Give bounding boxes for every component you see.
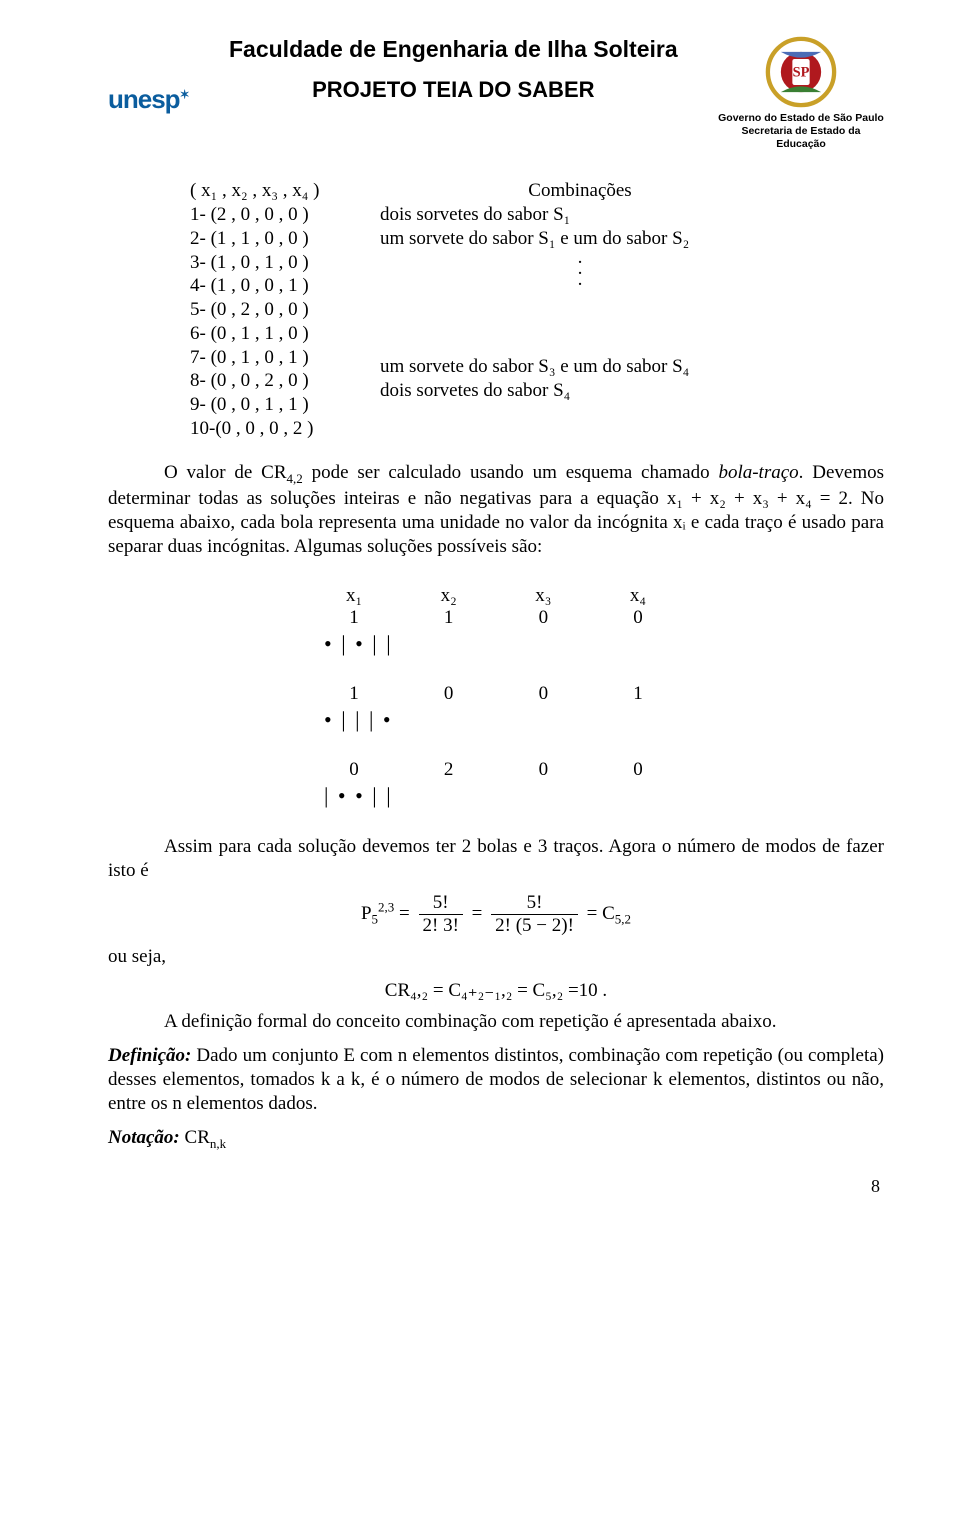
tuples-row: 5- (0 , 2 , 0 , 0 ) <box>190 298 338 322</box>
sol-v: 0 <box>608 607 668 629</box>
sol-v: 1 <box>419 607 479 629</box>
p1-a-sub: 4,2 <box>287 470 303 485</box>
p1-b: pode ser calculado usando um esquema cha… <box>303 462 719 483</box>
frac-1-den: 2! 3! <box>419 915 463 937</box>
unesp-logo: unesp✶ <box>108 84 189 115</box>
svg-text:SP: SP <box>793 64 810 80</box>
combinacoes-line: dois sorvetes do sabor S₁ <box>380 203 884 227</box>
solution-block-2: 1 0 0 1 • | | | • <box>296 683 696 733</box>
tuples-row: 6- (0 , 1 , 1 , 0 ) <box>190 322 338 346</box>
combinacoes-line: dois sorvetes do sabor S₄ <box>380 379 884 403</box>
header-titles: Faculdade de Engenharia de Ilha Solteira… <box>189 36 718 103</box>
paragraph-2: Assim para cada solução devemos ter 2 bo… <box>108 835 884 883</box>
combinacoes-line: um sorvete do sabor S₁ e um do sabor S₂ <box>380 227 884 251</box>
formula-2: CR₄,₂ = C₄₊₂₋₁,₂ = C₅,₂ =10 . <box>108 979 884 1002</box>
sol-v: 0 <box>513 759 573 781</box>
ou-seja: ou seja, <box>108 945 884 969</box>
tuples-row: 9- (0 , 0 , 1 , 1 ) <box>190 393 338 417</box>
tuples-heading: ( x₁ , x₂ , x₃ , x₄ ) <box>190 179 338 203</box>
notacao-label: Notação: <box>108 1127 180 1148</box>
p1-a: O valor de CR <box>164 462 287 483</box>
solution-values: 1 0 0 1 <box>296 683 696 705</box>
combinacoes-title: Combinações <box>380 179 780 203</box>
def-label: Definição: <box>108 1045 191 1066</box>
tuples-row: 2- (1 , 1 , 0 , 0 ) <box>190 227 338 251</box>
spacer <box>380 301 884 355</box>
gov-line-2: Secretaria de Estado da Educação <box>718 125 884 151</box>
solution-diagram: | • • | | <box>296 781 696 809</box>
notacao-sub: n,k <box>210 1136 226 1151</box>
p1-eq: x₁ + x₂ + x₃ + x₄ = 2 <box>667 488 848 509</box>
combinacoes-list: Combinações dois sorvetes do sabor S₁ um… <box>358 179 884 440</box>
sol-h-2: x₂ <box>419 585 479 607</box>
gov-line-1: Governo do Estado de São Paulo <box>718 112 884 125</box>
sol-v: 0 <box>513 683 573 705</box>
def-body: Dado um conjunto E com n elementos disti… <box>108 1045 884 1114</box>
p1-f: xᵢ <box>673 512 686 533</box>
tuples-row: 3- (1 , 0 , 1 , 0 ) <box>190 251 338 275</box>
sp-seal-icon: SP <box>765 36 837 108</box>
frac-2-den: 2! (5 − 2)! <box>491 915 578 937</box>
f-eq1: = <box>394 903 414 924</box>
f-rhs-sub: 5,2 <box>615 912 631 927</box>
f-rhs: = C <box>587 903 615 924</box>
notacao: Notação: CRn,k <box>108 1126 884 1152</box>
sol-h-3: x₃ <box>513 585 573 607</box>
solution-values: 0 2 0 0 <box>296 759 696 781</box>
sol-v: 0 <box>608 759 668 781</box>
header: unesp✶ Faculdade de Engenharia de Ilha S… <box>108 36 884 151</box>
tuples-row: 10-(0 , 0 , 0 , 2 ) <box>190 417 338 441</box>
sol-v: 1 <box>608 683 668 705</box>
unesp-logo-text: unesp <box>108 84 180 114</box>
frac-2-num: 5! <box>491 892 578 915</box>
f-lhs: P <box>361 903 372 924</box>
sol-v: 2 <box>419 759 479 781</box>
header-title-2: PROJETO TEIA DO SABER <box>189 77 718 103</box>
formula-1: P52,3 = 5!2! 3! = 5!2! (5 − 2)! = C5,2 <box>108 892 884 937</box>
tuples-row: 7- (0 , 1 , 0 , 1 ) <box>190 346 338 370</box>
f-lhs-sup: 2,3 <box>378 900 394 915</box>
sol-v: 1 <box>324 683 384 705</box>
solution-block-1: x₁ x₂ x₃ x₄ 1 1 0 0 • | • | | <box>296 585 696 657</box>
solution-block-3: 0 2 0 0 | • • | | <box>296 759 696 809</box>
f-eq2: = <box>472 903 487 924</box>
definition: Definição: Dado um conjunto E com n elem… <box>108 1044 884 1116</box>
solution-diagram: • | • | | <box>296 629 696 657</box>
solution-diagram: • | | | • <box>296 705 696 733</box>
header-title-1: Faculdade de Engenharia de Ilha Solteira <box>189 36 718 63</box>
sol-v: 0 <box>419 683 479 705</box>
page-number: 8 <box>108 1176 884 1197</box>
p1-c: bola-traço <box>718 462 798 483</box>
vdots-icon: ··· <box>380 251 780 301</box>
header-left: unesp✶ <box>108 36 189 115</box>
frac-2: 5!2! (5 − 2)! <box>491 892 578 937</box>
unesp-logo-mark-icon: ✶ <box>180 87 189 101</box>
tuples-row: 1- (2 , 0 , 0 , 0 ) <box>190 203 338 227</box>
solution-values: 1 1 0 0 <box>296 607 696 629</box>
tuples-row: 8- (0 , 0 , 2 , 0 ) <box>190 369 338 393</box>
sol-v: 0 <box>513 607 573 629</box>
tuples-row: 4- (1 , 0 , 0 , 1 ) <box>190 274 338 298</box>
notacao-val: CR <box>180 1127 210 1148</box>
paragraph-3: A definição formal do conceito combinaçã… <box>108 1010 884 1034</box>
frac-1-num: 5! <box>419 892 463 915</box>
page: unesp✶ Faculdade de Engenharia de Ilha S… <box>0 0 960 1227</box>
sol-v: 0 <box>324 759 384 781</box>
sol-v: 1 <box>324 607 384 629</box>
solution-header: x₁ x₂ x₃ x₄ <box>296 585 696 607</box>
tuples-list: ( x₁ , x₂ , x₃ , x₄ ) 1- (2 , 0 , 0 , 0 … <box>108 179 338 440</box>
paragraph-1: O valor de CR4,2 pode ser calculado usan… <box>108 461 884 559</box>
combinacoes-line: um sorvete do sabor S₃ e um do sabor S₄ <box>380 355 884 379</box>
sol-h-1: x₁ <box>324 585 384 607</box>
sol-h-4: x₄ <box>608 585 668 607</box>
header-right: SP Governo do Estado de São Paulo Secret… <box>718 36 884 151</box>
gov-lines: Governo do Estado de São Paulo Secretari… <box>718 112 884 151</box>
tuples-section: ( x₁ , x₂ , x₃ , x₄ ) 1- (2 , 0 , 0 , 0 … <box>108 179 884 440</box>
frac-1: 5!2! 3! <box>419 892 463 937</box>
